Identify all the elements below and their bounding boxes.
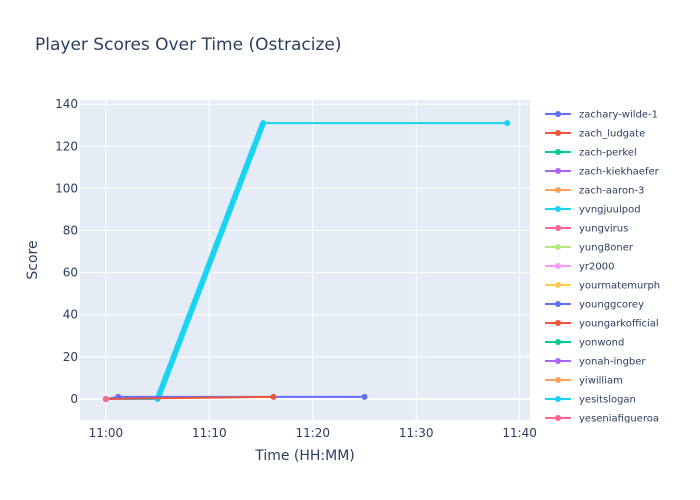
legend-item[interactable]: youngarkofficial xyxy=(545,319,659,330)
legend-swatch-marker xyxy=(555,206,561,212)
legend-swatch-marker xyxy=(555,187,561,193)
y-tick-label: 0 xyxy=(70,392,78,406)
legend-label: yvngjuulpod xyxy=(579,205,641,216)
legend-item[interactable]: zach-perkel xyxy=(545,148,637,159)
legend-label: younggcorey xyxy=(579,300,644,311)
legend-label: zach-aaron-3 xyxy=(579,186,644,197)
legend-item[interactable]: zach-aaron-3 xyxy=(545,186,644,197)
legend-swatch-marker xyxy=(555,263,561,269)
legend-swatch-marker xyxy=(555,358,561,364)
legend-item[interactable]: zach_ludgate xyxy=(545,129,645,140)
data-point xyxy=(102,395,109,402)
data-point xyxy=(260,120,267,127)
legend-label: youngarkofficial xyxy=(579,319,659,330)
data-point xyxy=(361,393,368,400)
data-point xyxy=(504,120,511,127)
series-line xyxy=(105,395,274,400)
legend-label: yr2000 xyxy=(579,262,614,273)
legend-swatch-marker xyxy=(555,149,561,155)
grid xyxy=(80,100,530,420)
x-axis-ticks: 11:00 11:10 11:20 11:30 11:40 xyxy=(89,426,537,440)
legend-swatch-marker xyxy=(555,168,561,174)
legend-item[interactable]: zachary-wilde-1 xyxy=(545,110,658,121)
legend-label: yeseniafigueroa xyxy=(579,414,659,425)
y-tick-label: 80 xyxy=(63,224,78,238)
y-tick-label: 60 xyxy=(63,266,78,280)
legend-swatch-marker xyxy=(555,282,561,288)
legend-item[interactable]: younggcorey xyxy=(545,300,644,311)
series-yeseniafigueroa xyxy=(102,395,109,402)
legend-swatch-marker xyxy=(555,415,561,421)
legend-item[interactable]: yesitslogan xyxy=(545,395,636,406)
x-tick-label: 11:20 xyxy=(295,426,330,440)
legend-swatch-marker xyxy=(555,320,561,326)
y-tick-label: 140 xyxy=(55,97,78,111)
chart-title: Player Scores Over Time (Ostracize) xyxy=(35,35,342,55)
legend-swatch-marker xyxy=(555,225,561,231)
legend-item[interactable]: yung8oner xyxy=(545,243,634,254)
y-tick-label: 120 xyxy=(55,139,78,153)
y-axis-title: Score xyxy=(25,240,41,279)
legend-swatch-marker xyxy=(555,301,561,307)
y-tick-label: 20 xyxy=(63,350,78,364)
legend-label: zach-perkel xyxy=(579,148,637,159)
x-tick-label: 11:00 xyxy=(89,426,124,440)
legend-swatch-marker xyxy=(555,396,561,402)
y-tick-label: 40 xyxy=(63,308,78,322)
x-axis-title: Time (HH:MM) xyxy=(254,448,355,464)
legend-swatch-marker xyxy=(555,339,561,345)
legend-item[interactable]: yr2000 xyxy=(545,262,614,273)
legend-item[interactable]: yonwond xyxy=(545,338,624,349)
legend-item[interactable]: yeseniafigueroa xyxy=(545,414,659,425)
legend-item[interactable]: yvngjuulpod xyxy=(545,205,641,216)
legend-item[interactable]: yonah-ingber xyxy=(545,357,646,368)
legend-item[interactable]: zach-kiekhaefer xyxy=(545,167,660,178)
plot-area xyxy=(80,100,530,420)
y-axis-ticks: 0 20 40 60 80 100 120 140 xyxy=(55,97,78,406)
legend-swatch-marker xyxy=(555,244,561,250)
x-tick-label: 11:40 xyxy=(502,426,537,440)
legend-label: zach_ludgate xyxy=(579,129,645,140)
legend-swatch-marker xyxy=(555,377,561,383)
legend-label: yonah-ingber xyxy=(579,357,646,368)
x-tick-label: 11:30 xyxy=(399,426,434,440)
y-tick-label: 100 xyxy=(55,181,78,195)
legend-swatch-marker xyxy=(555,130,561,136)
legend-item[interactable]: yiwilliam xyxy=(545,376,623,387)
legend-label: yiwilliam xyxy=(579,376,623,387)
legend-item[interactable]: yungvirus xyxy=(545,224,628,235)
legend-label: yonwond xyxy=(579,338,624,349)
x-tick-label: 11:10 xyxy=(192,426,227,440)
data-point xyxy=(270,393,277,400)
legend-label: zach-kiekhaefer xyxy=(579,167,660,178)
legend[interactable]: zachary-wilde-1 zach_ludgate zach-perkel za… xyxy=(545,110,660,425)
legend-label: zachary-wilde-1 xyxy=(579,110,658,121)
legend-label: yourmatemurph xyxy=(579,281,660,292)
legend-label: yung8oner xyxy=(579,243,634,254)
legend-item[interactable]: yourmatemurph xyxy=(545,281,660,292)
legend-label: yungvirus xyxy=(579,224,628,235)
legend-label: yesitslogan xyxy=(579,395,636,406)
legend-swatch-marker xyxy=(555,111,561,117)
series-layer xyxy=(102,120,511,402)
